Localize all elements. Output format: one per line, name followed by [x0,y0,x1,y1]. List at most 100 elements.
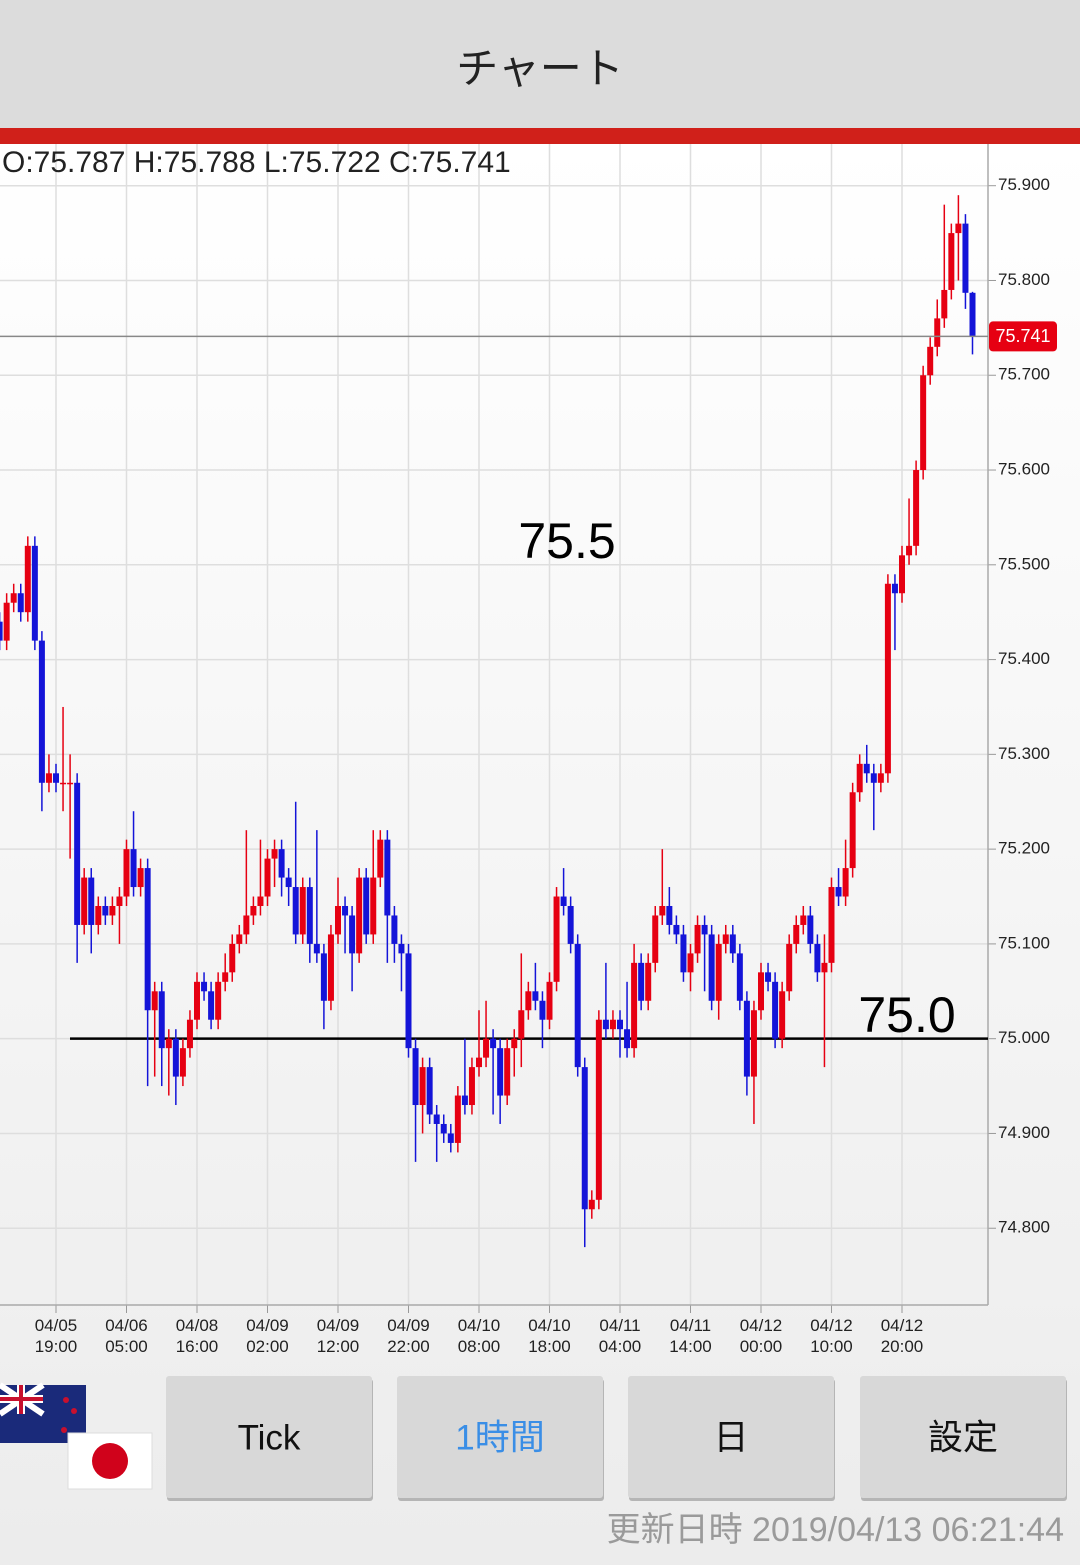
candle-body [870,773,877,783]
button-label[interactable]: 1時間 [455,1418,544,1457]
candle-body [426,1067,433,1115]
candle-body [285,877,292,888]
candle-body [701,924,708,935]
x-tick-label: 04/12 10:00 [810,1316,853,1356]
candle-body [504,1048,511,1096]
candle-body [0,621,3,641]
candle-body [130,849,137,888]
candle-body [814,943,821,973]
candle-body [497,1048,504,1096]
candle-body [172,1038,179,1077]
candle-body [447,1133,454,1143]
update-time: 更新日時 2019/04/13 06:21:44 [607,1511,1064,1549]
candle-body [588,1199,595,1210]
chart: 74.800 74.900 75.000 75.100 75.200 75.300 75.4… [0,144,1057,1356]
x-tick-label-box: 04/11 14:00 [669,1316,712,1356]
candle-body [941,289,948,319]
candle-body [525,991,532,1011]
candle-body [67,782,74,785]
flag-star [71,1408,77,1414]
candle-body [856,763,863,793]
candle-body [624,1029,631,1049]
candle-body [299,887,306,935]
candle-body [461,1095,468,1106]
candle-body [793,924,800,944]
candle-body [567,905,574,944]
candle-body [652,915,659,963]
candle-body [17,593,24,613]
ohlc-info: O:75.787 H:75.788 L:75.722 C:75.741 [2,146,511,179]
candle-body [208,991,215,1020]
candle-body [638,962,645,1001]
candle-body [765,972,772,982]
y-tick-label: 75.400 [998,649,1050,668]
x-tick-label-box: 04/09 12:00 [317,1316,360,1356]
candle-body [476,1057,482,1068]
button-label[interactable]: 日 [713,1418,748,1457]
candle-body [229,943,236,973]
y-tick-label: 74.900 [998,1123,1050,1142]
button-bar: Tick 1時間 日 設定 [166,1376,1067,1501]
x-tick-label: 04/12 00:00 [739,1316,783,1356]
candle-body [772,981,779,1039]
button[interactable] [628,1376,834,1498]
app-bar [0,0,1080,128]
candle-body [109,905,116,916]
candle-body [201,981,208,992]
candle-body [736,953,743,1001]
x-tick-label-box: 04/08 16:00 [175,1316,219,1356]
candle-body [349,915,356,954]
candle-body [45,773,52,783]
candle-body [440,1123,447,1134]
candle-body [468,1067,475,1106]
accent-stripe [0,128,1080,144]
candle-body [849,792,856,869]
candle-body [877,773,884,783]
candle-body [165,1038,172,1049]
x-tick-label-box: 04/06 05:00 [105,1316,148,1356]
button-label[interactable]: 設定 [928,1418,998,1457]
x-tick-label: 04/11 04:00 [598,1316,642,1356]
candle-body [962,223,969,293]
x-tick-label-box: 04/09 22:00 [387,1316,430,1356]
candle-body [264,858,271,897]
candle-body [292,887,299,935]
button[interactable] [860,1376,1066,1498]
candle-body [102,905,109,916]
last-price-tag [989,321,1057,352]
annotation: 75.0 [858,987,955,1043]
x-tick-label-box: 04/12 10:00 [810,1316,853,1356]
candle-body [306,887,313,944]
candle-body [694,924,701,954]
candle-body [320,953,327,1001]
candle-body [31,545,38,641]
button-label[interactable]: Tick [238,1418,301,1457]
x-tick-label-box: 04/12 20:00 [881,1316,924,1356]
candle-body [433,1114,440,1124]
button[interactable] [166,1376,372,1498]
x-tick-label: 04/10 18:00 [528,1316,571,1356]
candle-body [419,1067,426,1106]
y-tick-label: 75.000 [998,1028,1050,1047]
candle-body [581,1067,588,1210]
last-price-label: 75.741 [995,326,1050,346]
candle-body [236,934,243,944]
button[interactable] [397,1376,603,1498]
candle-body [927,346,934,376]
candle-body [151,991,158,1011]
candle-body [158,991,165,1049]
page-title: チャート [456,45,624,92]
x-tick-label-box: 04/12 00:00 [739,1316,783,1356]
candle-body [807,915,814,944]
candle-body [370,877,377,935]
x-tick-label: 04/08 16:00 [175,1316,219,1356]
x-tick-label-box: 04/09 02:00 [246,1316,289,1356]
candle-body [278,849,285,878]
candle-body [863,763,870,774]
x-tick-label: 04/05 19:00 [34,1316,78,1356]
candle-body [842,868,849,897]
candle-body [342,905,349,916]
candle-body [750,1010,757,1077]
flag-cross [0,1385,43,1414]
